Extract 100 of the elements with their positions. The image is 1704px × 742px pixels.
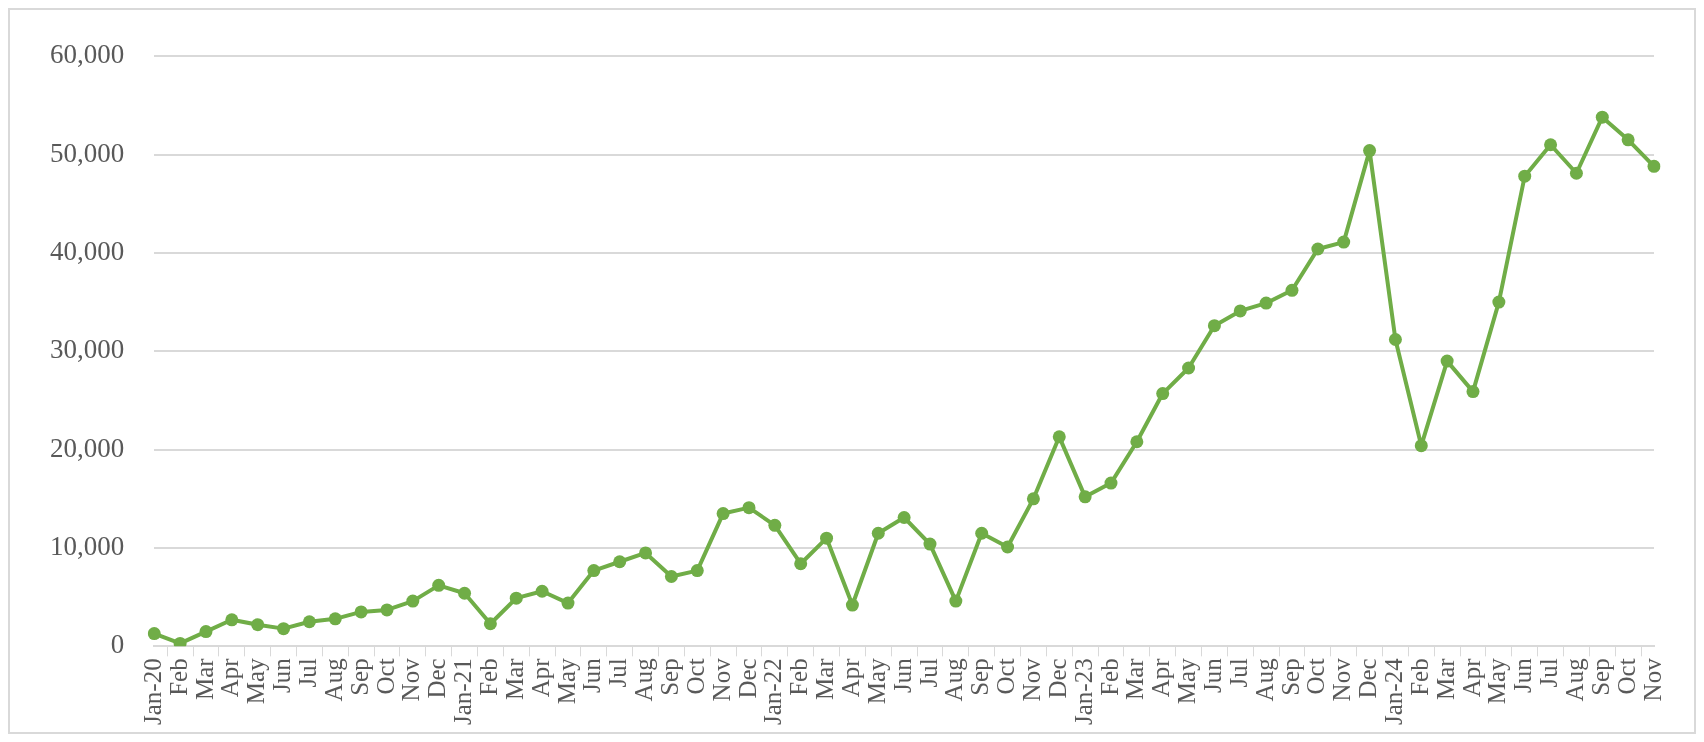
- x-tick-label: Jun: [268, 657, 296, 694]
- point: [406, 594, 420, 608]
- x-tick-label: Apr: [526, 657, 554, 698]
- x-tick-label: May: [1173, 657, 1201, 705]
- x-tick-label: Feb: [164, 658, 192, 696]
- x-tick-label: Mar: [190, 657, 218, 701]
- point: [1440, 354, 1454, 368]
- x-tick-label: Dec: [733, 658, 761, 699]
- x-tick-label: Dec: [1043, 658, 1071, 699]
- x-tick-label: Nov: [1638, 657, 1666, 702]
- x-tick-label: Nov: [1017, 657, 1045, 702]
- point: [1259, 296, 1273, 310]
- x-tick-label: Mar: [1431, 657, 1459, 701]
- point: [794, 557, 808, 571]
- point: [1001, 540, 1015, 554]
- x-tick-label: Jan-22: [759, 658, 787, 726]
- x-tick-label: Apr: [1457, 657, 1485, 698]
- point: [380, 603, 394, 617]
- point: [458, 586, 472, 600]
- y-tick-label: 20,000: [50, 432, 125, 463]
- point: [871, 526, 885, 540]
- point: [1388, 332, 1402, 346]
- x-tick-label: Oct: [992, 658, 1020, 695]
- x-tick-label: Mar: [500, 657, 528, 701]
- point: [1569, 166, 1583, 180]
- point: [1182, 361, 1196, 375]
- x-tick-label: Aug: [1560, 657, 1588, 702]
- x-tick-label: Aug: [319, 657, 347, 702]
- x-tick-label: Jan-20: [138, 658, 166, 726]
- point: [716, 507, 730, 521]
- point: [509, 591, 523, 605]
- x-tick-label: Aug: [630, 657, 658, 702]
- x-tick-label: Jan-24: [1379, 657, 1407, 726]
- point: [613, 555, 627, 569]
- x-tick-label: Jul: [1535, 658, 1563, 688]
- x-tick-label: Apr: [1147, 657, 1175, 698]
- x-tick-label: May: [242, 657, 270, 705]
- x-tick-label: Mar: [811, 657, 839, 701]
- x-tick-label: Jul: [1224, 658, 1252, 688]
- point: [1078, 490, 1092, 504]
- y-tick-label: 50,000: [50, 137, 125, 168]
- point: [535, 584, 549, 598]
- x-tick-label: Feb: [1405, 658, 1433, 696]
- x-tick-label: Sep: [966, 658, 994, 696]
- point: [1414, 439, 1428, 453]
- y-tick-label: 30,000: [50, 334, 125, 365]
- x-tick-label: Nov: [707, 657, 735, 702]
- point: [1466, 385, 1480, 399]
- point: [742, 501, 756, 515]
- point: [561, 596, 575, 610]
- point: [975, 526, 989, 540]
- x-tick-label: Nov: [1328, 657, 1356, 702]
- point: [483, 617, 497, 631]
- point: [1156, 387, 1170, 401]
- point: [1130, 435, 1144, 449]
- point: [897, 511, 911, 524]
- point: [302, 615, 316, 629]
- y-tick-label: 0: [110, 629, 125, 660]
- point: [277, 622, 291, 636]
- point: [820, 531, 834, 545]
- point: [1518, 169, 1532, 183]
- point: [768, 518, 782, 532]
- x-tick-label: Mar: [1121, 657, 1149, 701]
- x-tick-label: Apr: [836, 657, 864, 698]
- point: [251, 618, 265, 632]
- point: [1621, 133, 1635, 147]
- x-tick-label: Jul: [293, 658, 321, 688]
- point: [1207, 319, 1221, 333]
- point: [225, 613, 239, 627]
- point: [1363, 144, 1377, 158]
- point: [1026, 492, 1040, 506]
- point: [845, 598, 859, 612]
- x-tick-label: Aug: [940, 657, 968, 702]
- point: [1311, 242, 1325, 256]
- point: [1337, 235, 1351, 249]
- x-tick-label: Nov: [397, 657, 425, 702]
- x-tick-label: Jul: [914, 658, 942, 688]
- x-tick-label: Feb: [785, 658, 813, 696]
- x-tick-label: Dec: [1354, 658, 1382, 699]
- x-tick-label: Feb: [1095, 658, 1123, 696]
- y-tick-label: 10,000: [50, 531, 125, 562]
- x-tick-label: Apr: [216, 657, 244, 698]
- x-tick-label: Dec: [423, 658, 451, 699]
- point: [1052, 430, 1066, 444]
- point: [949, 594, 963, 608]
- y-tick-label: 60,000: [50, 39, 125, 70]
- x-tick-label: Jan-21: [449, 658, 477, 726]
- point: [664, 570, 678, 584]
- point: [923, 537, 937, 551]
- x-tick-label: Aug: [1250, 657, 1278, 702]
- point: [432, 578, 446, 592]
- point: [1492, 295, 1506, 309]
- point: [1595, 110, 1609, 124]
- point: [639, 546, 653, 560]
- point: [587, 564, 601, 578]
- point: [199, 625, 213, 639]
- point: [147, 627, 161, 641]
- x-tick-label: Feb: [474, 658, 502, 696]
- x-tick-label: Jun: [1509, 657, 1537, 694]
- point: [1647, 159, 1661, 173]
